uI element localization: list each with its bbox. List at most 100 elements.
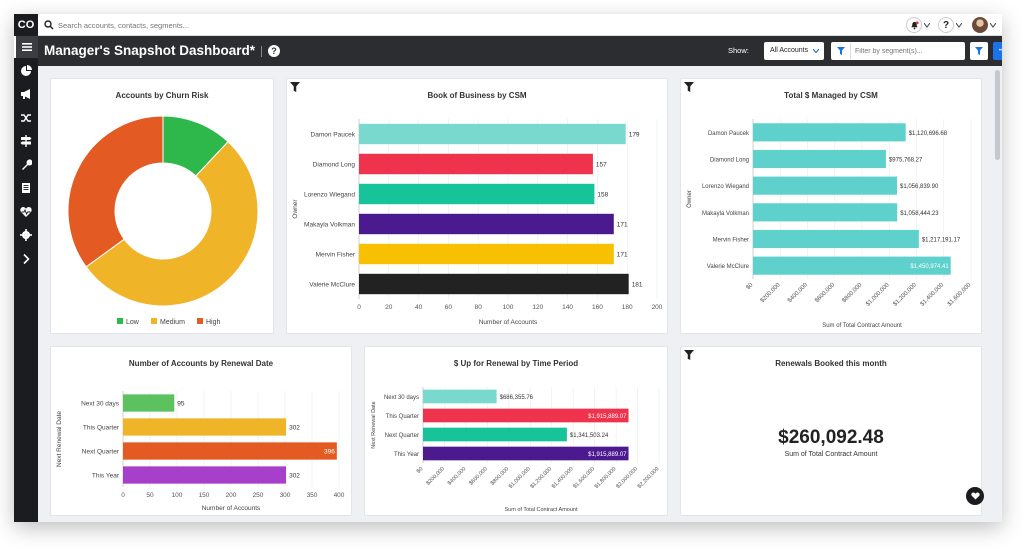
sidebar-item-megaphone[interactable]: [14, 83, 38, 105]
churn-risk-card: Accounts by Churn Risk Low Medium High: [50, 78, 274, 334]
y-category-label: Valerie McClure: [707, 264, 750, 270]
x-tick-label: 140: [562, 304, 573, 311]
y-axis-label: Next Renewal Date: [371, 401, 377, 448]
x-tick-label: 300: [280, 492, 291, 499]
x-tick-label: $1,200,000: [892, 282, 918, 308]
sidebar-item-chevron-right[interactable]: [14, 248, 38, 270]
x-tick-label: 250: [253, 492, 264, 499]
legend-label: Medium: [160, 319, 185, 326]
sidebar-item-wrench[interactable]: [14, 154, 38, 176]
y-category-label: Damon Paucek: [708, 131, 750, 137]
book-of-business-card: Book of Business by CSM 0 20 40 60 80 100 120 1…: [286, 78, 668, 334]
show-select[interactable]: All Accounts: [764, 42, 824, 60]
sidebar-item-pie-chart[interactable]: [14, 60, 38, 82]
bar: [753, 256, 951, 275]
x-tick-label: 350: [307, 492, 318, 499]
sidebar: CO: [14, 14, 38, 522]
y-category-label: This Quarter: [386, 414, 419, 420]
x-tick-label: $1,000,000: [865, 282, 891, 308]
card-title: Total $ Managed by CSM: [784, 91, 878, 100]
sidebar-item-gear[interactable]: [14, 224, 38, 246]
x-tick-label: 200: [652, 304, 663, 311]
x-tick-label: 120: [532, 304, 543, 311]
y-category-label: Makayla Volkman: [304, 222, 355, 229]
chevron-down-icon: [924, 23, 930, 28]
y-category-label: Diamond Long: [313, 162, 356, 169]
notifications-button[interactable]: [906, 17, 922, 33]
y-axis-label: Next Renewal Date: [56, 411, 63, 467]
bar: [423, 446, 629, 461]
filter-icon[interactable]: [290, 82, 300, 92]
x-tick-label: 0: [121, 492, 125, 499]
search-icon: [44, 20, 54, 30]
book-of-business-chart: 0 20 40 60 80 100 120 140 160 180 200 Damon Paucek 1…: [292, 119, 663, 326]
search-input[interactable]: [58, 18, 458, 32]
legend-label: High: [206, 319, 221, 326]
bar: [753, 229, 919, 249]
gear-icon: [20, 229, 32, 241]
y-category-label: Next 30 days: [81, 401, 120, 408]
data-label: $1,058,444.23: [900, 211, 939, 217]
sidebar-item-document[interactable]: [14, 177, 38, 199]
app-logo[interactable]: CO: [14, 14, 38, 36]
renewal-date-chart: 0 50 100 150 200 250 300 350 400 Next 30 days 95 Th…: [56, 391, 345, 512]
data-label: $975,768.27: [889, 158, 923, 164]
data-label: 158: [597, 192, 608, 199]
x-tick-label: $600,000: [468, 466, 488, 486]
data-label: 171: [617, 252, 628, 259]
segment-input[interactable]: [855, 45, 959, 57]
megaphone-icon: [21, 89, 30, 99]
y-category-label: Next Quarter: [82, 449, 120, 456]
bar: [753, 176, 897, 195]
divider: [850, 43, 851, 59]
sidebar-item-shuffle[interactable]: [14, 107, 38, 129]
dashboard-header: Manager's Snapshot Dashboard* ? Show: Al…: [38, 36, 1002, 66]
bar: [123, 394, 175, 412]
info-button[interactable]: ?: [268, 45, 280, 57]
chevron-down-icon: [956, 23, 962, 28]
card-title: Renewals Booked this month: [775, 359, 887, 368]
help-button[interactable]: ?: [938, 17, 954, 33]
avatar[interactable]: [972, 17, 988, 33]
data-label: $1,915,889.07: [588, 452, 627, 458]
data-label: 157: [596, 162, 607, 169]
more-button[interactable]: •••: [993, 42, 1002, 60]
x-tick-label: 60: [445, 304, 453, 311]
favorite-button[interactable]: [966, 487, 984, 505]
sidebar-item-list[interactable]: [14, 36, 38, 58]
chevron-right-icon: [23, 253, 30, 264]
scrollbar[interactable]: [995, 70, 1000, 160]
y-category-label: Makayla Volkman: [702, 211, 749, 217]
x-tick-label: 40: [415, 304, 423, 311]
data-label: 396: [324, 449, 335, 456]
x-tick-label: 50: [146, 492, 154, 499]
x-tick-label: $800,000: [490, 466, 510, 486]
x-tick-label: $200,000: [760, 282, 782, 304]
total-managed-card: Total $ Managed by CSM $0 $200,000 $400,00…: [680, 78, 982, 334]
bar: [753, 123, 906, 142]
sidebar-item-signpost[interactable]: [14, 130, 38, 152]
filter-button[interactable]: [970, 42, 988, 60]
x-tick-label: $400,000: [447, 466, 467, 486]
bar: [359, 123, 626, 145]
y-category-label: Mervin Fisher: [713, 238, 749, 244]
bar: [753, 203, 898, 222]
pie-slice-medium: [85, 141, 259, 307]
filter-icon[interactable]: [684, 350, 694, 360]
data-label: 181: [632, 282, 643, 289]
sidebar-item-heartbeat[interactable]: [14, 201, 38, 223]
pie-slice-high: [67, 115, 164, 268]
segment-filter[interactable]: [831, 42, 965, 60]
filter-icon[interactable]: [684, 82, 694, 92]
bar: [359, 153, 593, 175]
legend-swatch: [117, 318, 123, 324]
x-tick-label: $1,200,000: [529, 466, 553, 490]
x-tick-label: 20: [385, 304, 393, 311]
heart-icon: [970, 492, 980, 500]
x-tick-label: $2,000,000: [615, 466, 639, 490]
x-tick-label: $1,600,000: [947, 282, 973, 308]
y-category-label: Valerie McClure: [309, 282, 355, 289]
y-category-label: Diamond Long: [710, 158, 749, 164]
data-label: $1,217,191.17: [922, 238, 961, 244]
bar: [753, 149, 886, 169]
